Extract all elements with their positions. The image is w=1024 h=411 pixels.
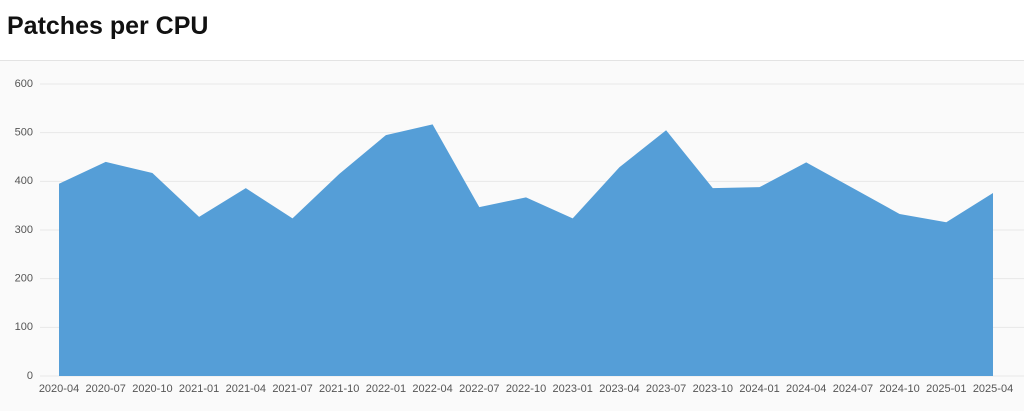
x-tick-label: 2021-07 bbox=[272, 383, 312, 395]
x-tick-label: 2024-07 bbox=[833, 383, 873, 395]
x-tick-label: 2022-04 bbox=[412, 383, 452, 395]
x-tick-label: 2022-01 bbox=[366, 383, 406, 395]
chart-title: Patches per CPU bbox=[7, 12, 209, 40]
y-tick-label: 100 bbox=[15, 321, 33, 333]
x-tick-label: 2021-10 bbox=[319, 383, 359, 395]
x-tick-label: 2020-07 bbox=[86, 383, 126, 395]
y-tick-label: 0 bbox=[27, 370, 33, 382]
x-tick-label: 2023-10 bbox=[693, 383, 733, 395]
x-tick-label: 2023-01 bbox=[553, 383, 593, 395]
x-tick-label: 2022-07 bbox=[459, 383, 499, 395]
x-tick-label: 2024-04 bbox=[786, 383, 826, 395]
x-tick-label: 2025-04 bbox=[973, 383, 1013, 395]
x-tick-label: 2025-01 bbox=[926, 383, 966, 395]
x-tick-label: 2023-07 bbox=[646, 383, 686, 395]
y-tick-label: 400 bbox=[15, 175, 33, 187]
y-tick-label: 200 bbox=[15, 273, 33, 285]
area bbox=[59, 124, 993, 376]
x-tick-label: 2023-04 bbox=[599, 383, 639, 395]
x-tick-label: 2020-10 bbox=[132, 383, 172, 395]
y-tick-label: 600 bbox=[15, 78, 33, 90]
x-tick-label: 2021-04 bbox=[226, 383, 266, 395]
y-tick-label: 300 bbox=[15, 224, 33, 236]
x-tick-label: 2022-10 bbox=[506, 383, 546, 395]
x-tick-label: 2021-01 bbox=[179, 383, 219, 395]
x-tick-label: 2020-04 bbox=[39, 383, 79, 395]
x-tick-label: 2024-10 bbox=[879, 383, 919, 395]
x-tick-label: 2024-01 bbox=[739, 383, 779, 395]
y-tick-label: 500 bbox=[15, 127, 33, 139]
